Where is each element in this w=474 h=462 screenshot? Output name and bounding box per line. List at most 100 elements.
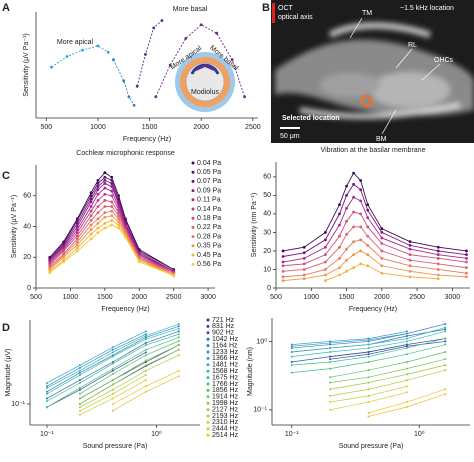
legend-marker (191, 244, 195, 248)
data-point (290, 347, 293, 350)
data-point (103, 175, 107, 179)
data-point (111, 369, 114, 372)
data-point (96, 231, 100, 235)
data-point (78, 364, 81, 367)
data-point (117, 217, 121, 221)
data-point (78, 397, 81, 400)
y-tick-label: 10⁻¹ (253, 407, 267, 414)
data-point (302, 262, 306, 266)
data-point (111, 409, 114, 412)
data-point (436, 268, 440, 271)
legend-marker (206, 356, 210, 360)
data-point (367, 394, 370, 397)
data-point (329, 381, 332, 384)
data-point (78, 403, 81, 405)
series-line (49, 219, 174, 277)
data-point (110, 182, 114, 185)
data-point (302, 273, 306, 277)
x-tick-label: 1500 (339, 294, 355, 301)
x-tick-label: 500 (270, 294, 282, 301)
data-point (78, 409, 81, 412)
data-point (352, 210, 355, 214)
data-point (405, 335, 408, 338)
data-point (380, 231, 384, 234)
data-point (352, 171, 355, 175)
data-point (103, 198, 107, 202)
data-point (111, 361, 114, 363)
legend-label: 721 Hz (212, 317, 235, 324)
image-label: 50 μm (280, 133, 300, 140)
data-point (367, 340, 370, 343)
x-tick-label: 3000 (200, 294, 216, 301)
data-point (465, 271, 468, 275)
image-label: RL (408, 42, 417, 49)
data-point (89, 223, 93, 227)
data-point (345, 219, 348, 223)
legend-marker (206, 331, 210, 335)
data-point (144, 361, 147, 363)
legend-label: 0.11 Pa (197, 197, 221, 204)
data-point (352, 182, 355, 186)
image-label: TM (362, 10, 372, 17)
data-point (345, 184, 348, 188)
data-point (338, 245, 341, 249)
data-point (96, 211, 100, 215)
series-line (46, 333, 179, 402)
data-point (111, 362, 114, 365)
legend-label: 0.14 Pa (197, 206, 221, 213)
data-point (366, 253, 370, 257)
legend-marker (206, 401, 210, 405)
legend-marker (206, 420, 210, 424)
data-point (177, 375, 180, 378)
legend-label: 1164 Hz (212, 342, 238, 349)
series-line (113, 59, 135, 106)
legend-label: 1856 Hz (212, 387, 239, 394)
series-line (79, 354, 179, 408)
data-point (444, 351, 447, 354)
data-point (290, 371, 293, 374)
x-tick-label: 2500 (245, 124, 261, 131)
legend-label: 902 Hz (212, 330, 235, 337)
data-point (89, 197, 93, 201)
data-point (323, 268, 327, 271)
chart-title: Cochlear microphonic response (76, 150, 175, 157)
data-point (45, 397, 48, 400)
data-point (144, 364, 147, 367)
panel-label: D (2, 322, 10, 334)
data-point (110, 223, 114, 227)
data-point (405, 340, 408, 343)
x-tick-label: 2500 (166, 294, 182, 301)
data-point (78, 374, 81, 377)
data-point (177, 323, 180, 326)
data-point (96, 222, 100, 225)
data-point (111, 351, 114, 354)
legend-label: 1766 Hz (212, 381, 239, 388)
data-point (302, 277, 306, 281)
data-point (172, 274, 176, 278)
data-point (366, 203, 370, 207)
y-axis-title: Sensitivity (μV Pa⁻¹) (11, 195, 18, 258)
data-point (290, 361, 293, 364)
legend-label: 0.28 Pa (197, 233, 221, 240)
data-point (243, 95, 246, 99)
data-point (329, 347, 332, 350)
y-tick-label: 20 (263, 248, 271, 255)
legend-label: 1233 Hz (212, 349, 239, 356)
data-point (62, 260, 65, 264)
legend-label: 831 Hz (212, 323, 235, 330)
data-point (338, 273, 341, 277)
legend-marker (191, 225, 195, 229)
data-point (103, 205, 107, 208)
data-point (290, 355, 293, 358)
data-point (329, 367, 332, 370)
data-point (89, 209, 93, 213)
series-line (136, 20, 163, 87)
data-point (117, 208, 121, 211)
data-point (78, 413, 81, 416)
data-point (75, 225, 79, 228)
data-point (65, 55, 69, 58)
data-point (281, 269, 285, 273)
data-point (144, 369, 147, 372)
data-point (329, 401, 332, 404)
